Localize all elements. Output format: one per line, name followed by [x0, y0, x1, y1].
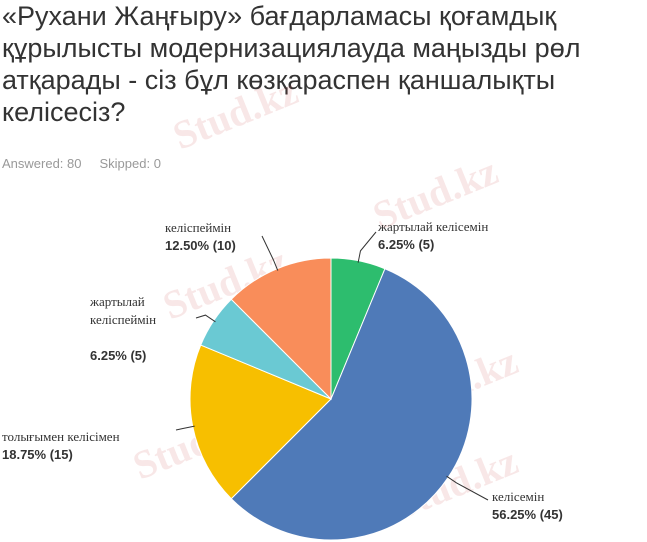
slice-label: келісемін 56.25% (45): [492, 488, 642, 524]
slice-label: жартылай келіспеймін 6.25% (5): [90, 293, 190, 365]
skipped: Skipped: 0: [99, 156, 161, 171]
category-label: толығымен келісімен: [2, 429, 120, 444]
value-label: 6.25% (5): [90, 348, 147, 363]
leader-line: [446, 475, 489, 501]
chart-title: «Рухани Жаңғыру» бағдарламасы қоғамдық қ…: [2, 1, 581, 127]
category-label: келісемін: [492, 489, 545, 504]
leader-line: [357, 231, 377, 263]
value-label: 12.50% (10): [165, 238, 236, 253]
category-label: жартылай келіспеймін: [90, 294, 157, 327]
slice-label: жартылай келісемін 6.25% (5): [378, 218, 578, 254]
value-label: 56.25% (45): [492, 507, 563, 522]
answered: Answered: 80: [2, 156, 82, 171]
category-label: келіспеймін: [165, 220, 232, 235]
category-label: жартылай келісемін: [378, 219, 489, 234]
slice-label: толығымен келісімен 18.75% (15): [2, 428, 172, 464]
value-label: 18.75% (15): [2, 447, 73, 462]
watermark: Stud.kz: [167, 68, 304, 158]
value-label: 6.25% (5): [378, 237, 435, 252]
leader-line: [261, 235, 279, 271]
slice-label: келіспеймін 12.50% (10): [165, 219, 295, 255]
response-stats: Answered: 80 Skipped: 0: [2, 156, 179, 171]
leader-line: [195, 314, 216, 323]
leader-line: [175, 425, 195, 431]
